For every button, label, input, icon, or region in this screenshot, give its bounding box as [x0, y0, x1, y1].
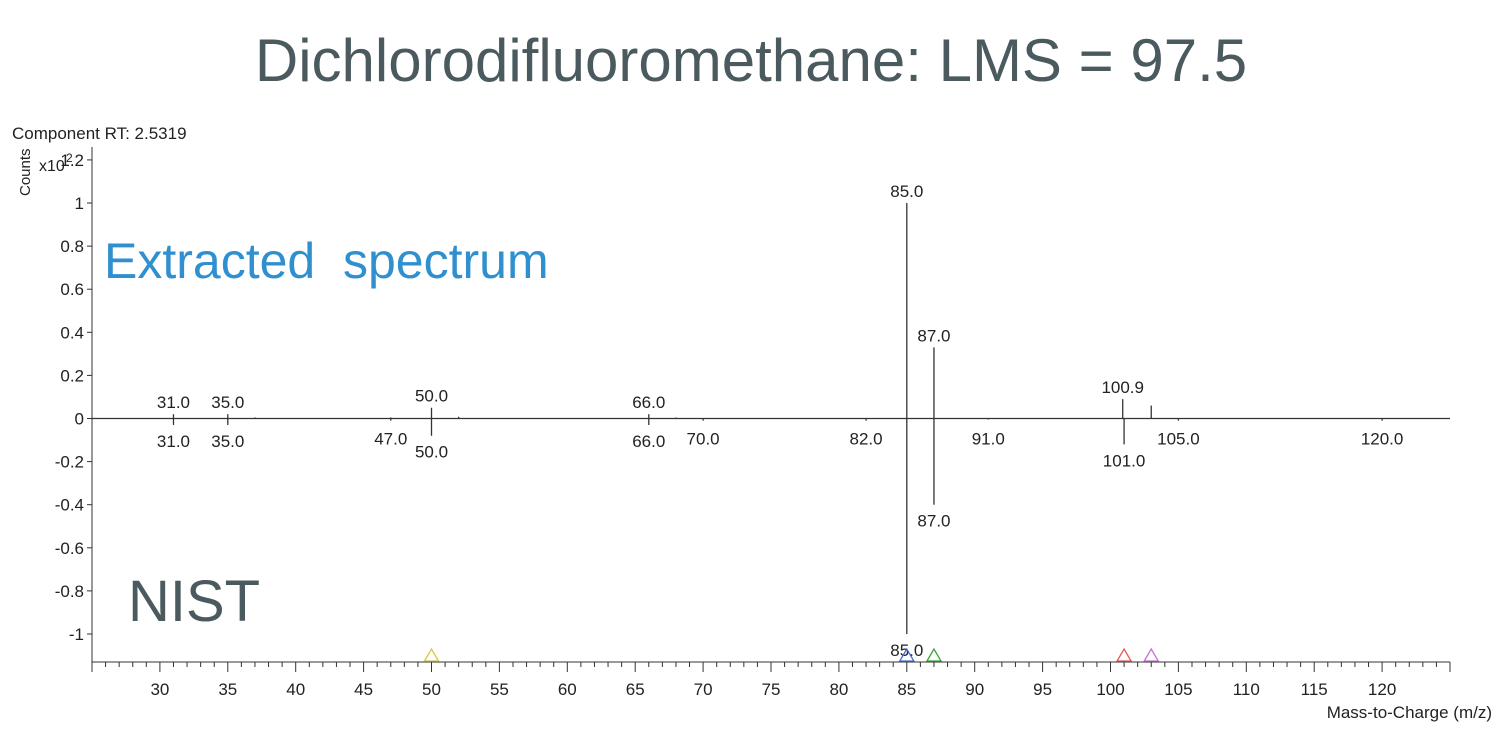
extracted-peak-label: 35.0	[211, 393, 244, 412]
x-tick-label: 65	[626, 680, 645, 699]
nist-peak-label: 120.0	[1361, 430, 1404, 449]
precursor-marker-icon	[1143, 647, 1160, 662]
y-tick-label: -0.4	[55, 496, 84, 515]
nist-peak-label: 50.0	[415, 443, 448, 462]
extracted-peak-label: 85.0	[890, 182, 923, 201]
x-tick-label: 35	[218, 680, 237, 699]
nist-peak-label: 70.0	[687, 430, 720, 449]
nist-peak-label: 66.0	[632, 432, 665, 451]
x-tick-label: 80	[829, 680, 848, 699]
y-scale-exponent: 2	[66, 151, 73, 165]
x-axis-label: Mass-to-Charge (m/z)	[1327, 703, 1492, 722]
y-tick-label: 0.6	[60, 280, 84, 299]
x-tick-label: 55	[490, 680, 509, 699]
nist-peak-label: 31.0	[157, 432, 190, 451]
y-tick-label: -0.8	[55, 582, 84, 601]
nist-label: NIST	[128, 569, 260, 634]
nist-peak-label: 101.0	[1103, 451, 1146, 470]
y-tick-label: -1	[69, 625, 84, 644]
x-tick-label: 70	[694, 680, 713, 699]
x-tick-label: 45	[354, 680, 373, 699]
y-scale-label: x10	[39, 158, 65, 175]
y-tick-label: 0	[75, 410, 84, 429]
x-tick-label: 115	[1301, 680, 1328, 699]
y-tick-label: 0.2	[60, 366, 84, 385]
x-tick-label: 120	[1368, 680, 1396, 699]
x-tick-label: 95	[1033, 680, 1052, 699]
nist-peak-label: 85.0	[890, 641, 923, 660]
chart-title: Dichlorodifluoromethane: LMS = 97.5	[254, 27, 1248, 94]
nist-peak-label: 91.0	[972, 430, 1005, 449]
precursor-marker-icon	[1115, 647, 1133, 662]
nist-peak-label: 87.0	[917, 512, 950, 531]
x-tick-label: 110	[1233, 680, 1260, 699]
nist-peak-label: 35.0	[211, 432, 244, 451]
y-tick-label: -0.2	[55, 453, 84, 472]
peaks: 31.0 35.0 50.0 66.0 85.0 87.0 100.9 31.0 35.0 47.…	[157, 182, 1403, 660]
y-axis-label: Counts	[17, 148, 34, 196]
nist-peak-label: 105.0	[1157, 430, 1200, 449]
y-tick-label: 1.2	[60, 151, 84, 170]
precursor-marker-icon	[898, 647, 915, 662]
x-tick-label: 85	[897, 680, 916, 699]
nist-peak-label: 47.0	[374, 430, 407, 449]
x-tick-label: 75	[762, 680, 781, 699]
y-tick-label: 0.4	[60, 323, 84, 342]
extracted-peak-label: 100.9	[1101, 378, 1144, 397]
y-tick-label: 0.8	[60, 237, 84, 256]
nist-peak-label: 82.0	[850, 430, 883, 449]
x-tick-label: 60	[558, 680, 577, 699]
extracted-spectrum-label: Extracted spectrum	[104, 233, 549, 289]
y-tick-label: 1	[75, 194, 84, 213]
extracted-peak-label: 31.0	[157, 393, 190, 412]
precursor-markers	[423, 647, 1160, 662]
x-tick-label: 50	[422, 680, 441, 699]
precursor-marker-icon	[925, 647, 943, 662]
axes: 1.2 1 0.8 0.6 0.4 0.2 0 -0.2 -0.4 -0.6 -0.8 -1 30 35 4…	[55, 147, 1451, 699]
x-tick-label: 40	[286, 680, 305, 699]
x-tick-label: 105	[1164, 680, 1192, 699]
extracted-peak-label: 87.0	[917, 326, 950, 345]
x-tick-label: 30	[150, 680, 169, 699]
x-tick-label: 90	[965, 680, 984, 699]
precursor-marker-icon	[423, 647, 440, 662]
y-tick-label: -0.6	[55, 539, 84, 558]
x-tick-label: 100	[1096, 680, 1124, 699]
extracted-peak-label: 50.0	[415, 387, 448, 406]
component-rt-label: Component RT: 2.5319	[12, 124, 187, 143]
extracted-peak-label: 66.0	[632, 393, 665, 412]
